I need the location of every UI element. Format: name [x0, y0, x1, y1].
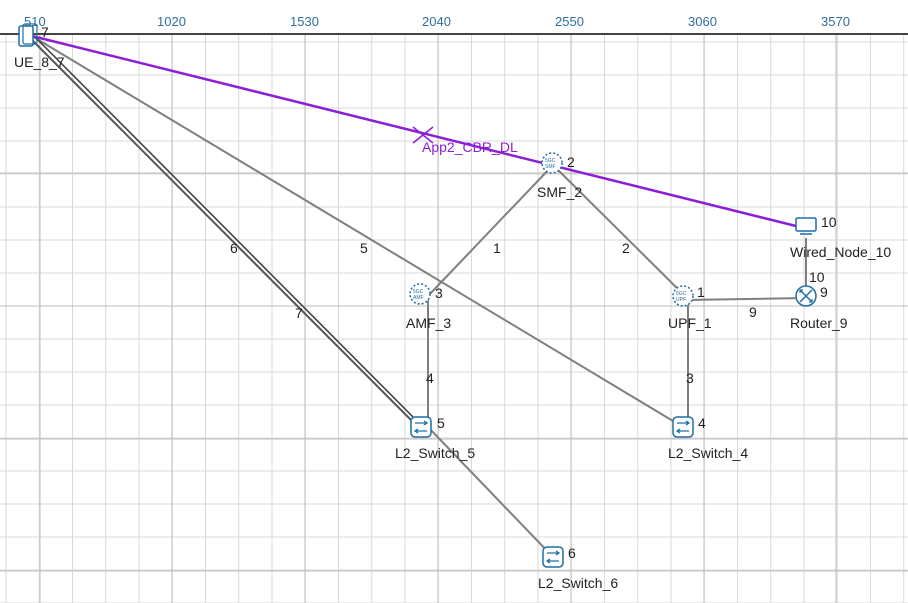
router-node-label: Router_9	[790, 315, 848, 331]
links	[29, 35, 807, 558]
application-flow[interactable]: App2_CBR_DL	[31, 34, 805, 230]
ruler-tick-label: 2040	[422, 14, 451, 29]
ruler-tick-label: 3060	[688, 14, 717, 29]
5gc-upf-icon: 5GC UPF	[672, 285, 694, 307]
5gc-amf-icon: 5GC AMF	[409, 283, 431, 305]
grid	[0, 34, 908, 603]
link-label: 7	[295, 305, 303, 321]
link-label: 5	[360, 240, 368, 256]
amf-node-id: 3	[435, 285, 443, 301]
smf-node-id: 2	[567, 154, 575, 170]
svg-text:UPF: UPF	[676, 297, 686, 303]
switch-6-node-id: 6	[568, 545, 576, 561]
smf-node[interactable]: 5GC SMF 2 SMF_2	[537, 152, 582, 200]
ruler-tick-label: 1530	[290, 14, 319, 29]
link-label: 3	[686, 370, 694, 386]
link-upf-router[interactable]	[684, 297, 807, 301]
svg-text:5GC: 5GC	[676, 291, 687, 297]
wired-node-label: Wired_Node_10	[790, 244, 891, 260]
upf-node-id: 1	[697, 284, 705, 300]
switch-icon	[542, 546, 564, 568]
ruler-tick-label: 1020	[157, 14, 186, 29]
ruler-ticks: 510 1020 1530 2040 2550 3060 3570	[24, 14, 850, 29]
link-label: 4	[426, 370, 434, 386]
switch-5-node-id: 5	[437, 415, 445, 431]
ue-device-icon	[18, 25, 34, 47]
switch-icon	[410, 416, 432, 438]
svg-text:AMF: AMF	[413, 295, 424, 301]
svg-text:SMF: SMF	[545, 164, 556, 170]
amf-node-label: AMF_3	[406, 315, 451, 331]
link-labels: 1 2 3 4 5 6 7 9 10	[230, 240, 825, 386]
upf-node[interactable]: 5GC UPF 1 UPF_1	[668, 284, 712, 331]
app-flow-label: App2_CBR_DL	[422, 139, 518, 155]
ue-device-icon	[22, 23, 38, 45]
link-smf-upf[interactable]	[552, 164, 686, 297]
switch-6-node-label: L2_Switch_6	[538, 575, 618, 591]
link-label: 1	[493, 240, 501, 256]
app-flow-line[interactable]	[31, 34, 805, 230]
link-ue-switch5-b[interactable]	[33, 35, 422, 426]
switch-5-node-label: L2_Switch_5	[395, 445, 475, 461]
ue-node[interactable]: 7 UE_8_7	[14, 23, 65, 70]
link-label: 2	[622, 240, 630, 256]
link-label: 10	[809, 269, 825, 285]
link-amf-smf[interactable]	[427, 164, 554, 297]
computer-icon	[795, 217, 817, 235]
switch-6-node[interactable]: 6 L2_Switch_6	[538, 545, 618, 591]
wired-node[interactable]: 10 Wired_Node_10	[790, 214, 891, 260]
upf-node-label: UPF_1	[668, 315, 712, 331]
ruler-tick-label: 3570	[821, 14, 850, 29]
link-label: 9	[749, 304, 757, 320]
svg-text:5GC: 5GC	[413, 289, 424, 295]
switch-4-node-label: L2_Switch_4	[668, 445, 748, 461]
switch-4-node-id: 4	[698, 415, 706, 431]
link-ue-switch5-a[interactable]	[29, 37, 419, 428]
router-icon	[795, 285, 817, 307]
5gc-smf-icon: 5GC SMF	[541, 152, 563, 174]
svg-text:5GC: 5GC	[545, 158, 556, 164]
link-ue-switch4[interactable]	[31, 35, 684, 428]
link-switch5-switch6[interactable]	[427, 426, 554, 558]
router-node[interactable]: 9 Router_9	[790, 284, 848, 331]
app-flow-marker-icon	[412, 126, 434, 144]
ruler-tick-label: 2550	[555, 14, 584, 29]
amf-node[interactable]: 5GC AMF 3 AMF_3	[406, 283, 451, 331]
switch-icon	[672, 416, 694, 438]
link-label: 6	[230, 240, 238, 256]
ue-node-label: UE_8_7	[14, 54, 65, 70]
switch-5-node[interactable]: 5 L2_Switch_5	[395, 415, 475, 461]
wired-node-id: 10	[821, 214, 837, 230]
ue-node-id: 7	[41, 24, 49, 40]
switch-4-node[interactable]: 4 L2_Switch_4	[668, 415, 748, 461]
smf-node-label: SMF_2	[537, 184, 582, 200]
router-node-id: 9	[820, 284, 828, 300]
